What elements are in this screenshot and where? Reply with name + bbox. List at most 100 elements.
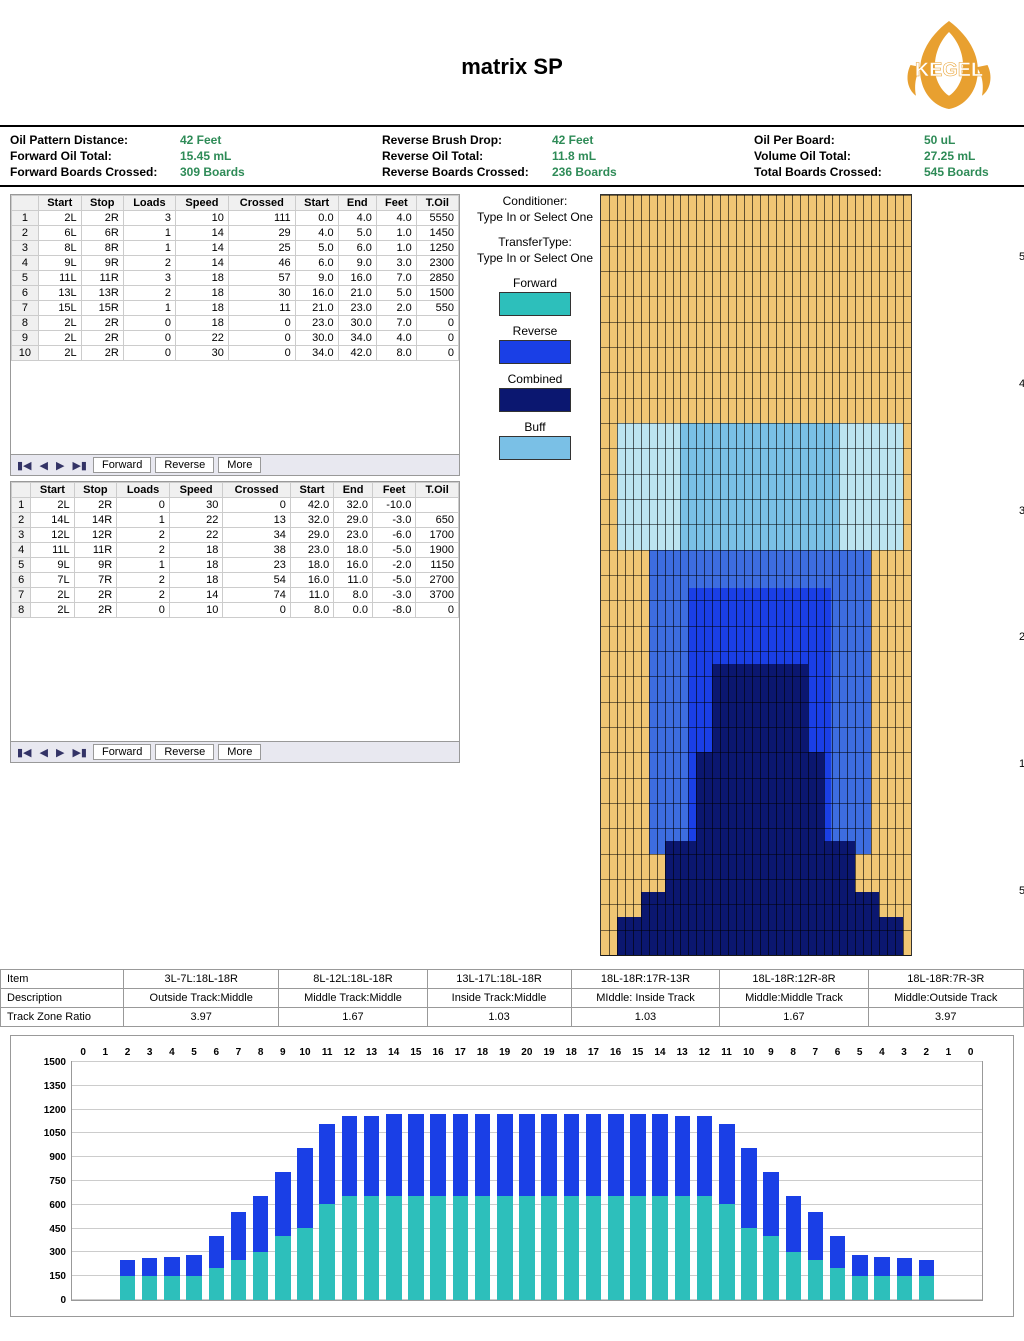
table-cell: 550 (416, 301, 458, 316)
table-cell: 2 (12, 226, 39, 241)
table-cell: 30.0 (338, 316, 376, 331)
table-cell: 16.0 (338, 271, 376, 286)
stat-label: Forward Oil Total: (10, 149, 180, 163)
prev-icon[interactable]: ◀ (38, 459, 50, 472)
chart-bar (852, 1255, 868, 1300)
next-icon[interactable]: ▶ (54, 746, 66, 759)
table-cell: 1 (123, 226, 175, 241)
table-cell: -6.0 (372, 528, 415, 543)
table-cell: 2 (117, 588, 170, 603)
header: matrix SP KEGEL (0, 0, 1024, 123)
ratio-cell: 18L-18R:17R-13R (571, 970, 720, 989)
tab-bar-forward: ▮◀ ◀ ▶ ▶▮ Forward Reverse More (11, 454, 459, 475)
legend: Conditioner: Type In or Select One Trans… (470, 194, 600, 956)
chart-xlabel: 9 (272, 1047, 294, 1058)
chart-xlabel: 14 (383, 1047, 405, 1058)
table-cell: 4 (12, 256, 39, 271)
table-cell: 14 (175, 226, 228, 241)
last-icon[interactable]: ▶▮ (70, 746, 89, 759)
ratio-cell: Middle:Outside Track (868, 989, 1023, 1008)
table-cell: 12R (74, 528, 117, 543)
chart-ylabel: 900 (34, 1152, 66, 1163)
chart-ylabel: 600 (34, 1200, 66, 1211)
chart-xlabel: 3 (893, 1047, 915, 1058)
volume-chart: 0150300450600750900105012001350150001234… (10, 1035, 1014, 1317)
table-cell: 4.0 (295, 226, 338, 241)
table-cell: 14 (175, 256, 228, 271)
table-cell: 5.0 (338, 226, 376, 241)
first-icon[interactable]: ▮◀ (15, 746, 34, 759)
stat-label: Oil Per Board: (754, 133, 924, 147)
table-cell: 46 (228, 256, 295, 271)
prev-icon[interactable]: ◀ (38, 746, 50, 759)
chart-ylabel: 1200 (34, 1105, 66, 1116)
table-cell: 0.0 (295, 211, 338, 226)
reverse-table: StartStopLoadsSpeedCrossedStartEndFeetT.… (10, 481, 460, 763)
table-cell: -5.0 (372, 543, 415, 558)
chart-bar (408, 1114, 424, 1300)
table-cell: 9R (74, 558, 117, 573)
tab-more[interactable]: More (218, 744, 261, 760)
stat-label: Oil Pattern Distance: (10, 133, 180, 147)
stat-label: Volume Oil Total: (754, 149, 924, 163)
table-cell: 1250 (416, 241, 458, 256)
table-cell: 1.0 (376, 241, 416, 256)
stat-value: 11.8 mL (552, 149, 642, 163)
table-cell: 22 (169, 513, 222, 528)
stat-label: Reverse Brush Drop: (382, 133, 552, 147)
chart-ylabel: 1350 (34, 1081, 66, 1092)
table-cell: 23 (223, 558, 291, 573)
stat-value: 236 Boards (552, 165, 642, 179)
chart-ylabel: 150 (34, 1271, 66, 1282)
kegel-logo: KEGEL (884, 10, 1004, 123)
last-icon[interactable]: ▶▮ (70, 459, 89, 472)
table-cell: 9L (31, 558, 74, 573)
tab-reverse[interactable]: Reverse (155, 744, 214, 760)
next-icon[interactable]: ▶ (54, 459, 66, 472)
page-title: matrix SP (140, 54, 884, 80)
table-cell: 6.0 (338, 241, 376, 256)
chart-bar (630, 1114, 646, 1300)
table-cell: 1700 (416, 528, 459, 543)
chart-bar (519, 1114, 535, 1300)
table-cell: 29.0 (334, 513, 373, 528)
table-cell: 9L (38, 256, 81, 271)
table-cell: 9 (12, 331, 39, 346)
table-cell: 2R (81, 211, 123, 226)
tab-bar-reverse: ▮◀ ◀ ▶ ▶▮ Forward Reverse More (11, 741, 459, 762)
table-cell: 30.0 (295, 331, 338, 346)
table-cell: 3 (12, 241, 39, 256)
table-cell: 3 (123, 211, 175, 226)
table-cell: 9.0 (338, 256, 376, 271)
table-cell: 30 (228, 286, 295, 301)
table-cell: 0 (228, 346, 295, 361)
table-cell: 32.0 (290, 513, 333, 528)
table-cell: 14R (74, 513, 117, 528)
tab-forward[interactable]: Forward (93, 744, 151, 760)
chart-xlabel: 18 (471, 1047, 493, 1058)
table-cell: 4 (12, 543, 31, 558)
tab-forward[interactable]: Forward (93, 457, 151, 473)
table-cell: 2 (123, 286, 175, 301)
chart-xlabel: 7 (227, 1047, 249, 1058)
table-cell: 25 (228, 241, 295, 256)
chart-bar (830, 1236, 846, 1300)
first-icon[interactable]: ▮◀ (15, 459, 34, 472)
table-cell: 32.0 (334, 498, 373, 513)
table-cell: 111 (228, 211, 295, 226)
chart-bar (364, 1116, 380, 1300)
chart-bar (319, 1124, 335, 1300)
tab-more[interactable]: More (218, 457, 261, 473)
table-cell: 18 (169, 543, 222, 558)
chart-ylabel: 0 (34, 1295, 66, 1306)
chart-bar (297, 1148, 313, 1300)
chart-ylabel: 1500 (34, 1057, 66, 1068)
table-cell: 13 (223, 513, 291, 528)
table-cell: 2 (117, 543, 170, 558)
table-cell: 0 (228, 316, 295, 331)
table-cell: 10 (169, 603, 222, 618)
table-cell: 38 (223, 543, 291, 558)
table-cell: 10 (12, 346, 39, 361)
table-cell: 0 (117, 498, 170, 513)
tab-reverse[interactable]: Reverse (155, 457, 214, 473)
